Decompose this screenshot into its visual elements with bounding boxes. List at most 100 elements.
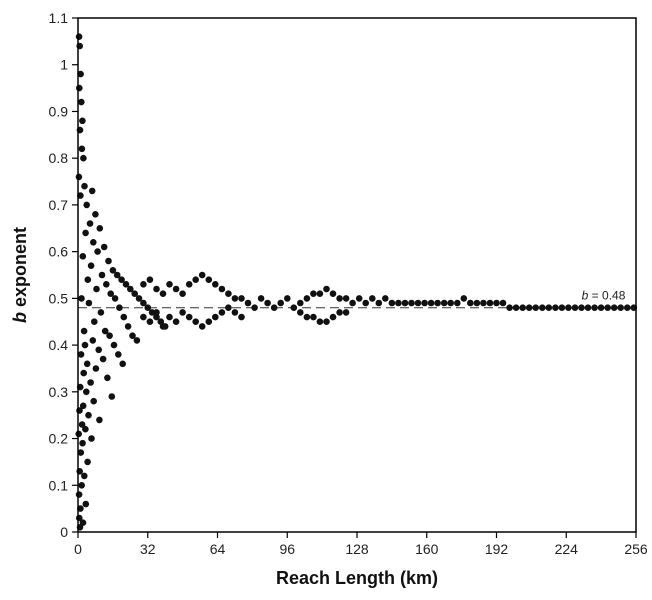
- data-point: [86, 220, 94, 227]
- y-tick-label: 0.4: [49, 337, 69, 353]
- data-point: [421, 299, 428, 307]
- data-point: [131, 290, 138, 298]
- data-point: [97, 309, 105, 316]
- data-point: [108, 393, 116, 400]
- data-point: [342, 309, 350, 316]
- y-axis-title-symbol: b: [10, 312, 30, 323]
- data-point: [460, 295, 468, 302]
- y-axis-ticks: 0 0.1 0.2 0.3 0.4 0.5 0.6 0.7 0.8 0.9 1 1.1: [49, 10, 78, 540]
- data-point: [77, 70, 84, 78]
- data-point: [90, 239, 97, 246]
- x-tick-label: 96: [279, 541, 295, 557]
- annotation-value: = 0.48: [588, 289, 625, 303]
- data-point: [105, 257, 112, 265]
- data-point: [135, 295, 143, 302]
- data-point: [82, 229, 89, 237]
- data-point: [290, 304, 298, 312]
- data-point: [77, 449, 85, 456]
- data-point: [79, 117, 86, 125]
- data-point: [159, 290, 167, 298]
- data-point: [159, 323, 167, 330]
- data-point: [198, 271, 206, 279]
- data-point: [113, 271, 121, 279]
- data-point: [146, 276, 154, 284]
- data-point: [231, 295, 239, 302]
- data-point: [473, 299, 481, 307]
- data-point: [578, 304, 585, 312]
- data-point: [81, 341, 89, 349]
- data-point: [109, 267, 117, 274]
- data-point: [506, 304, 513, 312]
- data-point: [336, 309, 343, 316]
- data-point: [349, 299, 356, 307]
- data-point: [115, 351, 122, 358]
- data-point: [316, 290, 324, 298]
- data-point: [119, 360, 126, 368]
- plot-frame: [77, 17, 637, 533]
- data-point: [88, 435, 95, 442]
- data-point: [96, 416, 103, 424]
- data-point: [225, 304, 232, 312]
- data-point: [545, 304, 553, 312]
- data-point: [408, 299, 415, 307]
- data-point: [77, 351, 85, 358]
- data-point: [231, 309, 239, 316]
- data-point: [78, 482, 85, 489]
- data-point: [185, 313, 193, 321]
- data-point: [127, 285, 134, 293]
- data-point: [604, 304, 611, 312]
- data-point: [118, 276, 125, 284]
- data-point: [129, 332, 136, 340]
- data-point: [91, 318, 98, 326]
- data-point: [205, 318, 213, 326]
- data-point: [79, 402, 87, 410]
- data-point: [140, 281, 147, 288]
- data-point: [238, 313, 245, 321]
- data-point: [85, 411, 92, 419]
- data-point: [454, 299, 461, 307]
- data-point: [323, 318, 330, 326]
- data-point: [166, 313, 173, 321]
- data-point: [369, 295, 376, 302]
- data-point: [100, 243, 108, 251]
- data-point: [83, 201, 90, 209]
- data-point: [146, 318, 154, 326]
- data-point: [270, 304, 278, 312]
- data-point: [486, 299, 494, 307]
- data-point: [388, 299, 396, 307]
- data-point: [80, 369, 87, 377]
- x-tick-label: 32: [140, 541, 156, 557]
- data-point: [172, 318, 180, 326]
- data-point: [310, 313, 317, 321]
- data-point: [179, 290, 186, 298]
- y-tick-label: 0.6: [49, 244, 69, 260]
- data-point: [571, 304, 579, 312]
- data-point: [284, 295, 291, 302]
- plot-area: [75, 17, 638, 533]
- data-point: [192, 318, 199, 326]
- data-point: [78, 421, 86, 428]
- data-point: [92, 211, 99, 218]
- data-point: [79, 252, 87, 260]
- data-point: [144, 304, 152, 312]
- x-tick-label: 256: [624, 541, 648, 557]
- y-axis-title: b exponent: [10, 227, 30, 323]
- y-tick-label: 0.1: [49, 477, 69, 493]
- data-point: [90, 397, 97, 405]
- data-point: [355, 295, 363, 302]
- data-point: [244, 299, 252, 307]
- data-point: [84, 276, 92, 284]
- data-point: [98, 271, 106, 279]
- data-point: [122, 281, 130, 288]
- data-point: [84, 458, 91, 466]
- data-point: [597, 304, 605, 312]
- annotation-symbol: b: [582, 289, 589, 303]
- data-point: [565, 304, 572, 312]
- data-point: [414, 299, 422, 307]
- data-point: [212, 313, 219, 321]
- data-point: [82, 500, 90, 508]
- y-tick-label: 0.8: [49, 150, 69, 166]
- data-point: [610, 304, 618, 312]
- data-point: [480, 299, 487, 307]
- data-point: [89, 337, 97, 344]
